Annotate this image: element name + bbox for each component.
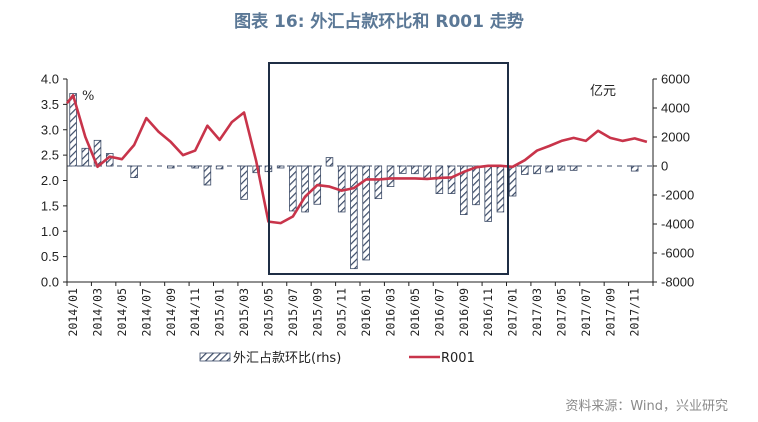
source-note: 资料来源：Wind，兴业研究: [565, 399, 728, 414]
x-tick-label: 2017/11: [628, 288, 642, 337]
right-tick-label: -2000: [661, 188, 694, 203]
left-tick-label: 1.5: [41, 198, 59, 213]
left-tick-label: 1.0: [41, 224, 59, 239]
right-tick-label: -6000: [661, 246, 694, 261]
x-tick-label: 2017/07: [579, 288, 593, 337]
bar-2017/06: [569, 165, 578, 171]
left-tick-label: 0.5: [41, 249, 59, 264]
bar-2017/11: [630, 165, 639, 172]
bar-2014/06: [130, 165, 138, 179]
bar-2015/06: [276, 165, 285, 169]
bar-2014/12: [203, 165, 212, 186]
bar-2016/08: [447, 165, 456, 194]
x-tick-label: 2014/03: [91, 288, 105, 337]
x-tick-label: 2015/03: [237, 288, 251, 337]
bar-2016/05: [411, 165, 419, 175]
x-tick-label: 2016/03: [384, 288, 398, 337]
x-tick-label: 2017/09: [603, 288, 617, 337]
right-tick-label: 2000: [661, 130, 690, 145]
right-tick-label: -8000: [661, 275, 694, 290]
right-tick-label: -4000: [661, 217, 694, 232]
legend-bar-label: 外汇占款环比(rhs): [233, 351, 341, 366]
x-tick-label: 2017/03: [530, 288, 544, 337]
legend-bar-swatch: [199, 352, 231, 362]
right-tick-label: 0: [661, 159, 668, 174]
x-tick-label: 2016/07: [432, 288, 446, 337]
bar-2017/01: [508, 165, 517, 197]
left-tick-label: 2.0: [41, 173, 59, 188]
x-tick-label: 2015/09: [310, 288, 324, 337]
bar-2016/01: [362, 165, 370, 261]
legend: 外汇占款环比(rhs) R001: [199, 351, 475, 366]
legend-line-label: R001: [441, 351, 475, 366]
bar-2016/02: [374, 165, 383, 200]
bar-2017/03: [533, 165, 541, 175]
bar-2016/12: [496, 165, 505, 213]
bar-2016/11: [484, 165, 492, 222]
bar-2016/06: [423, 165, 431, 179]
bar-2015/07: [289, 165, 297, 212]
right-unit-label: 亿元: [590, 84, 616, 99]
x-tick-label: 2016/05: [408, 288, 422, 336]
bar-2015/03: [240, 165, 248, 200]
bar-2016/04: [398, 165, 407, 174]
bar-2016/10: [472, 165, 480, 206]
bar-2016/07: [435, 165, 444, 194]
bar-2014/02: [81, 147, 90, 167]
left-tick-label: 3.5: [41, 97, 59, 112]
bar-2016/09: [460, 165, 468, 215]
left-tick-label: 0.0: [41, 275, 59, 290]
x-tick-label: 2014/09: [164, 288, 178, 337]
x-tick-label: 2015/05: [261, 288, 275, 336]
right-tick-label: 6000: [661, 72, 690, 87]
bar-2016/03: [386, 165, 395, 187]
x-tick-label: 2016/09: [457, 288, 471, 337]
bar-2015/12: [350, 165, 358, 270]
bar-2017/02: [521, 165, 529, 175]
right-tick-label: 4000: [661, 101, 690, 116]
x-tick-label: 2014/05: [115, 288, 129, 336]
x-tick-label: 2016/11: [481, 288, 495, 337]
left-tick-label: 3.0: [41, 122, 59, 137]
x-tick-label: 2014/01: [66, 288, 80, 337]
left-tick-label: 4.0: [41, 72, 59, 87]
x-tick-label: 2017/05: [554, 288, 568, 336]
bar-2015/01: [215, 165, 224, 170]
x-tick-label: 2016/01: [359, 288, 373, 337]
x-tick-label: 2015/01: [213, 288, 227, 337]
x-tick-label: 2017/01: [506, 288, 520, 337]
left-tick-label: 2.5: [41, 148, 59, 163]
bar-2014/09: [167, 165, 175, 169]
bar-2014/01: [69, 93, 77, 167]
bar-2015/08: [301, 165, 309, 213]
chart-title: 图表 16: 外汇占款环比和 R001 走势: [234, 11, 524, 32]
x-tick-label: 2014/07: [139, 288, 153, 337]
x-tick-label: 2015/11: [335, 288, 349, 337]
bar-2014/11: [191, 165, 199, 169]
bar-2015/10: [325, 157, 334, 167]
bar-2017/04: [545, 165, 553, 173]
left-unit-label: %: [82, 89, 94, 104]
x-tick-label: 2014/11: [188, 288, 202, 337]
highlight-box: [268, 62, 509, 275]
bar-2017/05: [557, 165, 566, 171]
x-tick-label: 2015/07: [286, 288, 300, 337]
